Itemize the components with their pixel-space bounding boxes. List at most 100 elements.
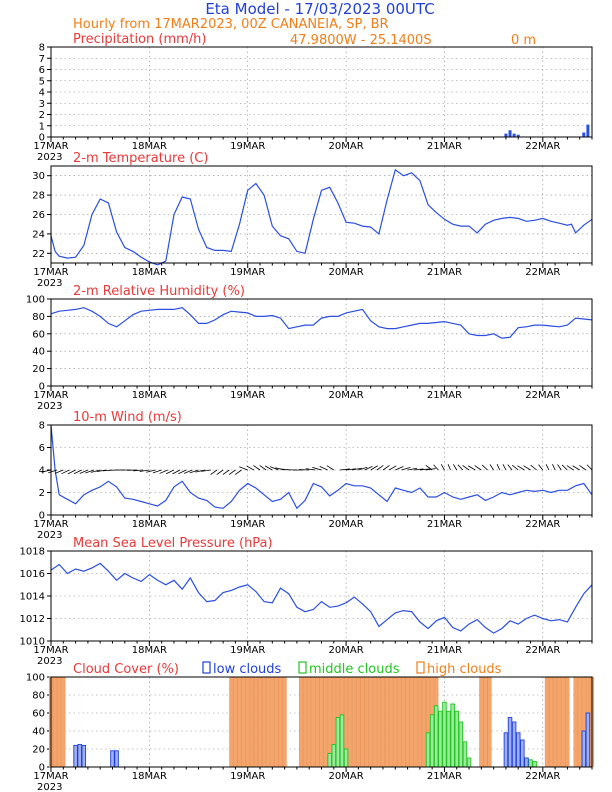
- middle-cloud-bar: [339, 714, 345, 768]
- series-line-pressure: [50, 562, 593, 634]
- high-cloud-bar: [376, 676, 381, 768]
- high-cloud-bar: [360, 676, 365, 768]
- wind-arrow: [457, 464, 464, 471]
- panel-humidity: 2-m Relative Humidity (%) 0 20 40 60 80 100 17M…: [26, 284, 593, 412]
- x-tick-label: 17MAR: [33, 141, 68, 152]
- panel-title: 2-m Temperature (C): [73, 151, 208, 166]
- high-cloud-bar: [274, 676, 279, 768]
- middle-cloud-bar: [429, 714, 435, 768]
- middle-cloud-bar: [450, 703, 455, 768]
- low-cloud-bar: [77, 744, 82, 768]
- wind-arrow: [305, 468, 316, 471]
- wind-arrow: [364, 466, 373, 471]
- x-tick-label: 17MAR: [33, 267, 68, 278]
- wind-arrow: [496, 464, 501, 471]
- x-tick-label: 22MAR: [525, 141, 560, 152]
- low-cloud-bar: [524, 757, 529, 768]
- x-tick-label: 18MAR: [132, 267, 167, 278]
- middle-cloud-bar: [331, 744, 337, 768]
- high-cloud-bar: [266, 676, 271, 768]
- low-cloud-bar: [585, 712, 591, 768]
- high-cloud-bar: [544, 676, 549, 768]
- high-cloud-bar: [479, 676, 484, 768]
- y-tick-label: 7: [39, 54, 45, 65]
- series-line-humidity: [50, 307, 593, 339]
- wind-arrow: [146, 469, 156, 473]
- high-cloud-bar: [561, 676, 566, 768]
- high-cloud-bar: [229, 676, 234, 768]
- low-cloud-bar: [511, 721, 517, 768]
- panel-pressure: Mean Sea Level Pressure (hPa) 1010 1012 101…: [20, 536, 593, 667]
- x-tick-label: 22MAR: [525, 519, 560, 530]
- high-cloud-bar: [57, 676, 62, 768]
- middle-cloud-bar: [343, 748, 349, 768]
- x-tick-label: 20MAR: [329, 771, 364, 782]
- wind-arrow: [352, 467, 362, 471]
- x-tick-label: 20MAR: [329, 141, 364, 152]
- x-tick-label: 18MAR: [132, 390, 167, 401]
- y-tick-label: 80: [32, 691, 45, 702]
- header-coordinates: 47.9800W - 25.1400S: [290, 33, 432, 48]
- x-tick-label: 17MAR: [33, 519, 68, 530]
- wind-arrow: [275, 467, 285, 471]
- wind-arrow: [507, 464, 513, 471]
- wind-arrow: [183, 469, 193, 474]
- series-line-temperature: [50, 168, 593, 266]
- y-tick-label: 30: [32, 171, 45, 182]
- middle-cloud-bar: [327, 753, 332, 768]
- x-tick-label: 21MAR: [427, 141, 462, 152]
- high-cloud-bar: [364, 676, 369, 768]
- legend-label: low clouds: [213, 662, 282, 677]
- high-cloud-bar: [409, 676, 414, 768]
- y-tick-label: 0: [39, 133, 45, 144]
- wind-arrow: [85, 469, 95, 474]
- panel-title: Mean Sea Level Pressure (hPa): [73, 536, 273, 551]
- low-cloud-bar: [515, 732, 521, 768]
- wind-arrow: [172, 469, 181, 475]
- y-tick-label: 60: [32, 329, 45, 340]
- precip-bar: [586, 124, 590, 137]
- panel-title: Cloud Cover (%): [73, 662, 179, 677]
- x-tick-label: 17MAR: [33, 771, 68, 782]
- high-cloud-bar: [307, 676, 312, 768]
- wind-arrow: [259, 465, 267, 471]
- y-tick-label: 100: [26, 673, 45, 684]
- high-cloud-bar: [577, 676, 582, 768]
- x-tick-label: 18MAR: [132, 645, 167, 656]
- high-cloud-bar: [233, 676, 238, 768]
- panel-title: 2-m Relative Humidity (%): [73, 284, 245, 299]
- precip-bar: [516, 134, 520, 137]
- high-cloud-bar: [393, 676, 398, 768]
- y-tick-label: 1010: [20, 637, 45, 648]
- x-tick-label: 21MAR: [427, 390, 462, 401]
- x-year-label: 2023: [37, 782, 62, 792]
- plot-frame: [50, 424, 593, 516]
- wind-arrow: [407, 467, 418, 471]
- wind-arrow: [239, 466, 248, 471]
- low-cloud-bar: [73, 744, 78, 768]
- x-tick-label: 19MAR: [230, 390, 265, 401]
- wind-arrow: [139, 469, 150, 472]
- y-tick-label: 100: [26, 295, 45, 306]
- high-cloud-bar: [237, 676, 242, 768]
- wind-arrow: [246, 465, 255, 471]
- wind-arrow: [370, 465, 378, 471]
- wind-arrow: [474, 465, 482, 471]
- wind-arrow: [512, 464, 519, 471]
- high-cloud-bar: [405, 676, 410, 768]
- y-tick-label: 1016: [20, 569, 45, 580]
- high-cloud-bar: [397, 676, 402, 768]
- wind-arrow: [41, 469, 52, 473]
- high-cloud-bar: [319, 676, 324, 768]
- x-tick-label: 20MAR: [329, 519, 364, 530]
- panel-title: 10-m Wind (m/s): [73, 410, 182, 425]
- high-cloud-bar: [270, 676, 275, 768]
- middle-cloud-bar: [462, 741, 468, 768]
- wind-arrow: [159, 469, 168, 474]
- wind-arrow: [566, 465, 574, 471]
- high-cloud-bar: [573, 676, 578, 768]
- panel-temperature: 2-m Temperature (C) 22 24 26 28 30 17MAR 18MAR 1…: [32, 151, 593, 289]
- high-cloud-bar: [249, 676, 254, 768]
- panel-cloud: Cloud Cover (%) low clouds middle clouds hi…: [26, 661, 595, 792]
